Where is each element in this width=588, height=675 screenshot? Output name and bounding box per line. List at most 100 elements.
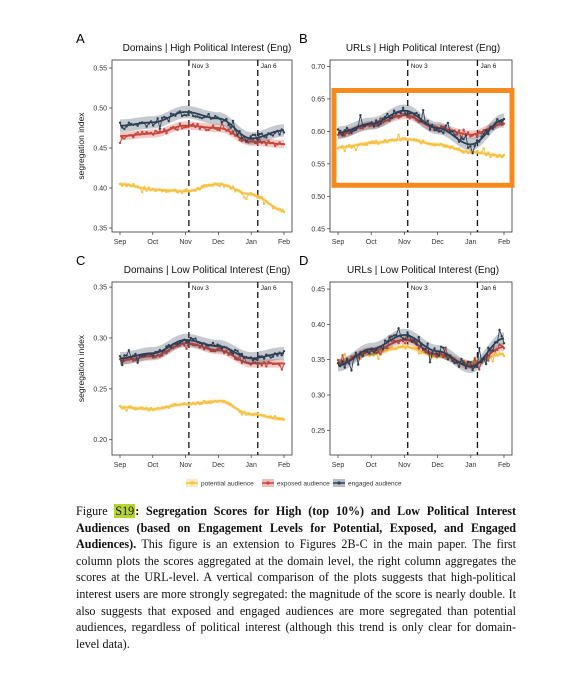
data-point-engaged [357,363,359,365]
data-point-potential [141,191,143,193]
x-tick-label: Feb [278,462,290,469]
data-point-exposed [404,342,406,344]
data-point-engaged [373,125,375,127]
data-point-engaged [433,347,435,349]
data-point-engaged [265,136,267,138]
x-tick-label: Oct [147,239,158,246]
data-point-engaged [194,337,196,339]
data-point-engaged [350,369,352,371]
data-point-engaged [471,369,473,371]
data-point-engaged [214,115,216,117]
data-point-engaged [346,358,348,360]
panel-b: BURLs | High Political Interest (Eng)0.4… [299,31,512,246]
y-tick-label: 0.35 [93,285,107,292]
data-point-engaged [236,134,238,136]
data-point-engaged [201,117,203,119]
data-point-engaged [263,357,265,359]
event-label: Nov 3 [192,285,209,292]
data-point-engaged [337,128,339,130]
panel-d: DURLs | Low Political Interest (Eng)0.25… [299,253,512,469]
data-point-engaged [221,121,223,123]
data-point-potential [181,192,183,194]
data-point-engaged [355,352,357,354]
data-point-engaged [278,133,280,135]
panel-letter-c: C [76,253,85,268]
data-point-engaged [359,114,361,116]
data-point-engaged [145,125,147,127]
data-point-engaged [366,351,368,353]
event-label: Jan 6 [480,285,496,292]
data-point-engaged [121,364,123,366]
x-tick-label: Nov [179,462,192,469]
data-point-engaged [362,355,364,357]
data-point-engaged [373,351,375,353]
data-point-engaged [451,360,453,362]
plot-area [330,282,512,455]
y-tick-label: 0.70 [311,64,325,71]
data-point-engaged [250,135,252,137]
data-point-engaged [157,117,159,119]
caption-body: This figure is an extension to Figures 2… [76,537,516,651]
data-point-engaged [415,112,417,114]
event-label: Nov 3 [192,63,209,70]
data-point-potential [125,409,127,411]
data-point-engaged [458,366,460,368]
y-tick-label: 0.35 [311,357,325,364]
data-point-exposed [281,368,283,370]
x-tick-label: Nov [398,462,411,469]
x-tick-label: Feb [498,462,510,469]
y-tick-label: 0.25 [311,428,325,435]
data-point-engaged [123,128,125,130]
event-label: Nov 3 [411,285,428,292]
data-point-potential [344,150,346,152]
data-point-engaged [415,343,417,345]
data-point-engaged [123,354,125,356]
data-point-engaged [393,110,395,112]
data-point-engaged [492,349,494,351]
panel-title: URLs | Low Political Interest (Eng) [347,265,499,276]
data-point-engaged [379,123,381,125]
data-point-engaged [402,337,404,339]
data-point-exposed [165,132,167,134]
data-point-engaged [119,355,121,357]
data-point-potential [243,196,245,198]
y-tick-label: 0.45 [311,226,325,233]
data-point-engaged [272,356,274,358]
data-point-potential [492,360,494,362]
data-point-exposed [196,123,198,125]
data-point-potential [148,186,150,188]
plot-area [112,282,292,455]
panel-c: CDomains | Low Political Interest (Eng)0… [76,253,292,469]
legend-label: engaged audience [348,481,402,488]
data-point-engaged [391,335,393,337]
data-point-potential [283,211,285,213]
data-point-engaged [152,354,154,356]
data-point-exposed [137,131,139,133]
data-point-engaged [261,133,263,135]
data-point-exposed [141,131,143,133]
data-point-engaged [397,327,399,329]
data-point-potential [418,352,420,354]
x-tick-label: Dec [212,462,225,469]
data-point-engaged [467,147,469,149]
y-tick-label: 0.45 [311,287,325,294]
data-point-engaged [447,358,449,360]
data-point-engaged [258,133,260,135]
data-point-exposed [212,124,214,126]
data-point-engaged [346,127,348,129]
data-point-engaged [375,119,377,121]
data-point-engaged [462,138,464,140]
data-point-engaged [402,107,404,109]
data-point-engaged [168,120,170,122]
data-point-engaged [283,350,285,352]
data-point-engaged [341,360,343,362]
x-tick-label: Nov [179,239,192,246]
data-point-exposed [199,128,201,130]
legend-swatch-point [190,481,193,484]
data-point-engaged [230,127,232,129]
data-point-engaged [436,129,438,131]
data-point-engaged [498,329,500,331]
data-point-engaged [377,125,379,127]
data-point-engaged [453,362,455,364]
data-point-engaged [199,116,201,118]
